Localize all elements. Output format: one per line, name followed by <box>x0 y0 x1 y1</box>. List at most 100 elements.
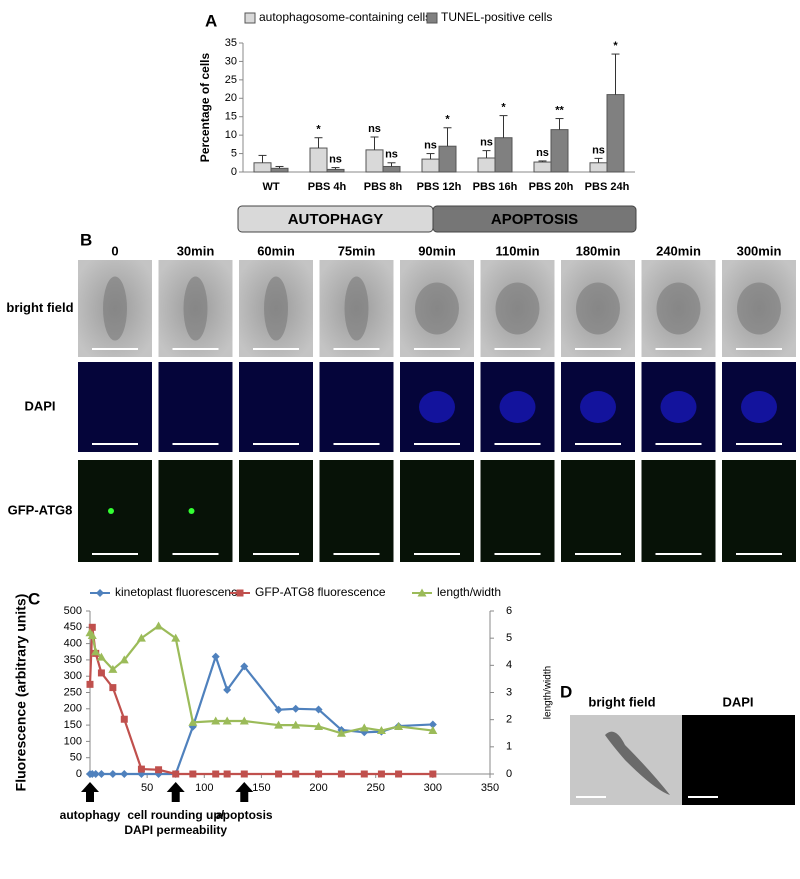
bar <box>253 162 272 173</box>
significance-label: ns <box>329 153 342 165</box>
cell <box>495 282 540 335</box>
y2-tick-label: 0 <box>506 768 512 780</box>
column-label: DAPI <box>722 694 753 709</box>
micrograph <box>78 460 152 562</box>
bar <box>550 129 569 173</box>
y-tick-label: 350 <box>64 654 82 666</box>
marker <box>87 630 97 639</box>
marker <box>137 765 145 773</box>
column-label: 60min <box>257 243 295 258</box>
y-tick-label: 25 <box>225 74 237 86</box>
panel-label: C <box>28 589 40 608</box>
x-tick-label: 150 <box>252 782 270 794</box>
marker <box>377 770 385 778</box>
y-axis-title: Fluorescence (arbitrary units) <box>13 594 29 792</box>
marker <box>223 685 232 694</box>
significance-label: * <box>445 114 450 126</box>
bar <box>421 158 440 173</box>
marker <box>120 715 128 723</box>
marker <box>291 704 300 713</box>
bar <box>589 162 608 173</box>
marker <box>359 723 369 732</box>
marker <box>417 588 427 597</box>
cell <box>737 282 781 335</box>
x-tick-label: 100 <box>195 782 213 794</box>
nucleus-glow <box>419 391 455 423</box>
marker <box>212 770 220 778</box>
significance-label: ns <box>368 123 381 135</box>
y2-tick-label: 6 <box>506 605 512 617</box>
y-tick-label: 150 <box>64 719 82 731</box>
column-label: 300min <box>737 243 782 258</box>
marker <box>120 770 129 778</box>
annotation-text: DAPI permeability <box>124 823 227 837</box>
marker <box>429 770 437 778</box>
legend-swatch <box>244 12 256 24</box>
annotation-arrow <box>166 782 185 802</box>
marker <box>239 716 249 725</box>
marker <box>240 770 248 778</box>
y-tick-label: 15 <box>225 111 237 123</box>
legend-label: TUNEL-positive cells <box>441 10 552 24</box>
micrograph <box>641 460 716 562</box>
cell <box>415 282 459 335</box>
marker <box>211 716 221 725</box>
legend-label: length/width <box>437 585 501 599</box>
nucleus-glow <box>580 391 616 423</box>
marker <box>97 669 105 677</box>
significance-label: * <box>501 102 506 114</box>
y-tick-label: 35 <box>225 37 237 49</box>
column-label: 75min <box>338 243 376 258</box>
micrograph <box>78 362 152 452</box>
y-tick-label: 10 <box>225 129 237 141</box>
micrograph <box>400 460 474 562</box>
cell <box>656 282 701 335</box>
marker <box>360 770 368 778</box>
gfp-dot <box>108 508 114 514</box>
significance-label: ns <box>480 137 493 149</box>
bar <box>533 161 552 173</box>
marker <box>172 770 180 778</box>
column-label: 0 <box>111 243 118 258</box>
x-tick-label: PBS 20h <box>529 181 574 193</box>
marker <box>171 633 181 642</box>
row-label: DAPI <box>24 398 55 413</box>
y2-tick-label: 5 <box>506 632 512 644</box>
y-tick-label: 400 <box>64 638 82 650</box>
y2-axis-title: length/width <box>543 666 554 719</box>
marker <box>291 720 301 729</box>
y-tick-label: 100 <box>64 735 82 747</box>
marker <box>314 705 323 714</box>
series-line <box>89 624 433 735</box>
marker <box>108 664 118 673</box>
bar <box>606 94 625 173</box>
cell <box>344 276 369 341</box>
cell <box>576 282 620 335</box>
x-tick-label: 300 <box>424 782 442 794</box>
y2-tick-label: 4 <box>506 659 512 671</box>
marker <box>96 589 104 597</box>
bar <box>382 165 401 173</box>
annotation-arrow <box>81 782 99 802</box>
annotation-text: autophagy <box>60 808 121 822</box>
y-tick-label: 500 <box>64 605 82 617</box>
nucleus-glow <box>499 391 536 423</box>
y-tick-label: 300 <box>64 670 82 682</box>
micrograph <box>158 460 233 562</box>
marker <box>91 770 100 778</box>
legend-label: autophagosome-containing cells <box>259 10 431 24</box>
x-tick-label: PBS 8h <box>364 181 403 193</box>
panel-label: D <box>560 682 572 701</box>
y-tick-label: 50 <box>70 752 82 764</box>
column-label: 90min <box>418 243 456 258</box>
bar <box>477 157 496 173</box>
micrograph <box>722 460 796 562</box>
panel-label: A <box>205 11 217 30</box>
legend-swatch <box>426 12 438 24</box>
micrograph <box>682 715 795 805</box>
x-tick-label: 50 <box>141 782 153 794</box>
micrograph <box>158 362 233 452</box>
marker <box>223 770 231 778</box>
panel-label: B <box>80 230 92 249</box>
marker <box>336 728 346 737</box>
